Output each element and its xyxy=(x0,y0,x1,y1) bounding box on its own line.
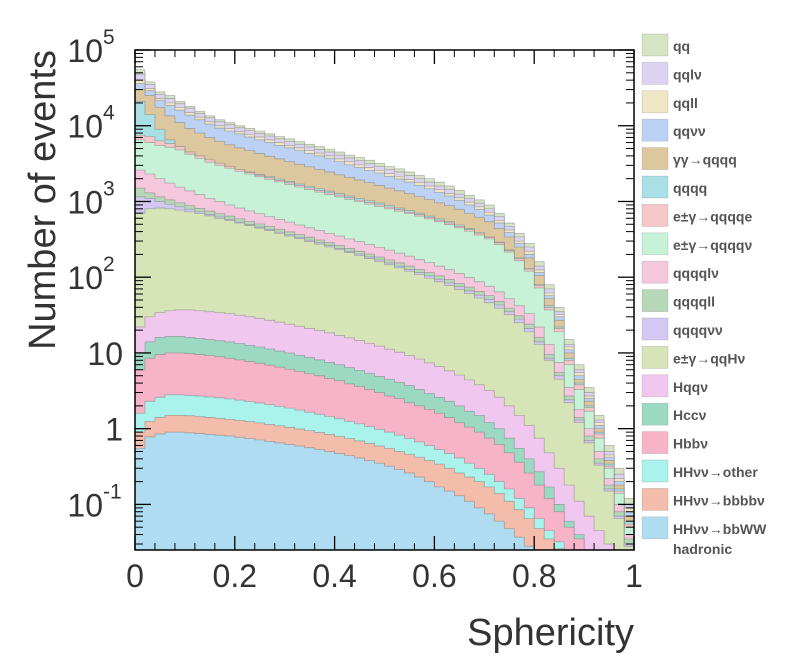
legend-swatch xyxy=(641,62,669,85)
legend-entry: HHνν→other xyxy=(641,459,758,483)
legend-label: qqqq xyxy=(673,180,707,196)
x-tick-label: 0.8 xyxy=(512,558,556,594)
legend-swatch xyxy=(641,90,669,114)
legend-entry: qqqqlν xyxy=(641,260,719,284)
legend-swatch xyxy=(641,374,669,398)
legend-entry: qqll xyxy=(641,90,698,114)
legend-label: qq xyxy=(673,38,690,54)
legend-entry: qqqq xyxy=(641,175,707,199)
legend-label: hadronic xyxy=(673,541,732,557)
y-tick-base: 10 xyxy=(87,336,123,372)
x-tick-label: 0 xyxy=(126,558,144,594)
y-tick-exponent: 3 xyxy=(103,177,115,200)
legend-label: e±γ→qqqqe xyxy=(673,208,752,224)
y-axis-label: Number of events xyxy=(22,50,64,350)
y-tick-label: 10 xyxy=(87,336,123,372)
legend-label: HHνν→bbWW xyxy=(673,521,767,537)
stacked-histogram xyxy=(135,69,634,550)
legend-swatch xyxy=(641,118,669,142)
x-tick-label: 0.2 xyxy=(213,558,257,594)
y-tick-base: 10 xyxy=(67,184,103,220)
legend-entry: qqqqνν xyxy=(641,317,723,341)
legend-label: Hccν xyxy=(673,407,707,423)
legend-swatch xyxy=(641,431,669,454)
x-axis-label: Sphericity xyxy=(467,612,634,654)
x-tick-label: 0.6 xyxy=(412,558,456,594)
x-tick-label: 1 xyxy=(625,558,643,594)
y-tick-label: 1 xyxy=(105,412,123,448)
y-tick-label: 10 -1 xyxy=(67,480,121,523)
y-tick-base: 1 xyxy=(105,412,123,448)
legend-entry: Hccν xyxy=(641,402,707,426)
legend-entry: e±γ→qqqqν xyxy=(641,232,752,256)
legend-entry: γγ→qqqq xyxy=(641,147,737,170)
legend-swatch xyxy=(641,204,669,227)
y-tick-base: 10 xyxy=(67,260,103,296)
series-area-17 xyxy=(135,431,634,550)
legend-entry: HHνν→bbbbν xyxy=(641,488,765,511)
legend-swatch xyxy=(641,346,669,369)
legend-entry: qqνν xyxy=(641,118,706,142)
legend-swatch xyxy=(641,289,669,312)
legend-label: e±γ→qqHν xyxy=(673,350,745,366)
y-tick-exponent: -1 xyxy=(103,480,122,503)
legend-label: qqνν xyxy=(673,123,706,139)
legend-swatch xyxy=(641,516,669,540)
x-tick-label: 0.4 xyxy=(312,558,356,594)
legend-swatch xyxy=(641,33,669,57)
legend-label: qqlν xyxy=(673,66,702,82)
legend-label: qqqqlν xyxy=(673,265,719,281)
legend-swatch xyxy=(641,317,669,341)
y-tick-label: 10 3 xyxy=(67,177,114,220)
y-tick-exponent: 5 xyxy=(103,26,115,49)
y-tick-base: 10 xyxy=(67,109,103,145)
legend-entry: HHνν→bbWW hadronic xyxy=(641,516,767,557)
y-tick-label: 10 5 xyxy=(67,26,114,69)
y-tick-exponent: 4 xyxy=(103,102,115,125)
legend-swatch xyxy=(641,488,669,511)
legend: qqqqlνqqllqqννγγ→qqqqqqqqe±γ→qqqqee±γ→qq… xyxy=(641,33,767,557)
y-tick-base: 10 xyxy=(67,33,103,69)
legend-label: Hqqν xyxy=(673,379,708,395)
legend-swatch xyxy=(641,260,669,284)
y-tick-label: 10 2 xyxy=(67,253,114,296)
legend-entry: qq xyxy=(641,33,690,57)
legend-entry: Hbbν xyxy=(641,431,708,454)
legend-label: qqqqνν xyxy=(673,322,723,338)
legend-entry: e±γ→qqqqe xyxy=(641,204,752,227)
legend-label: qqqqll xyxy=(673,294,715,310)
legend-entry: qqqqll xyxy=(641,289,715,312)
y-tick-base: 10 xyxy=(67,487,103,523)
legend-label: γγ→qqqq xyxy=(673,152,737,168)
legend-swatch xyxy=(641,175,669,199)
legend-swatch xyxy=(641,459,669,483)
legend-label: HHνν→other xyxy=(673,464,758,480)
y-tick-label: 10 4 xyxy=(67,102,115,145)
legend-label: qqll xyxy=(673,95,698,111)
legend-entry: Hqqν xyxy=(641,374,708,398)
legend-entry: qqlν xyxy=(641,62,702,85)
y-tick-exponent: 2 xyxy=(103,253,115,276)
legend-label: HHνν→bbbbν xyxy=(673,492,765,508)
legend-swatch xyxy=(641,402,669,426)
legend-label: Hbbν xyxy=(673,436,708,452)
legend-swatch xyxy=(641,232,669,256)
legend-swatch xyxy=(641,147,669,170)
legend-entry: e±γ→qqHν xyxy=(641,346,745,369)
legend-label: e±γ→qqqqν xyxy=(673,237,752,253)
